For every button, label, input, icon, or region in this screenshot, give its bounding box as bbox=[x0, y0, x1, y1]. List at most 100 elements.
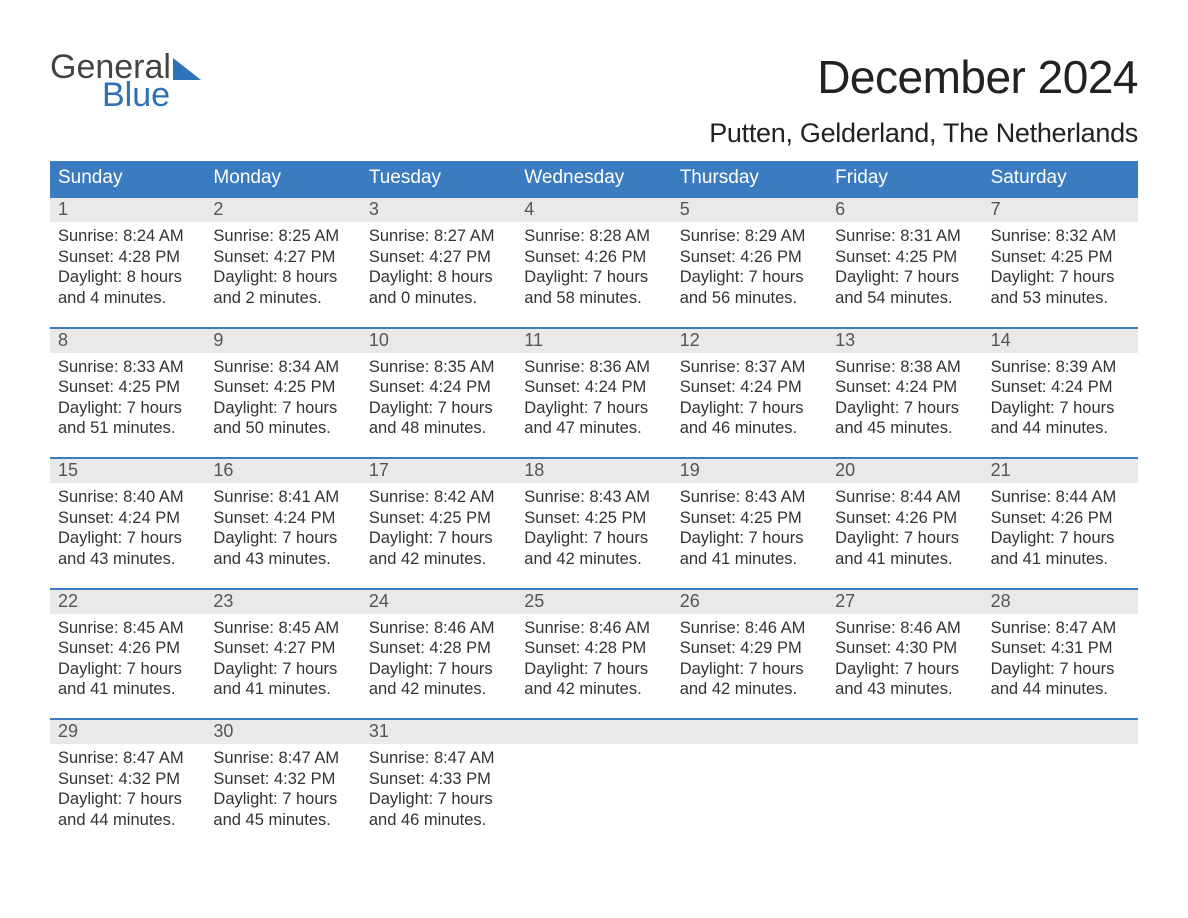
day-number-row: 1234567 bbox=[50, 198, 1138, 222]
day-cell bbox=[983, 744, 1138, 831]
daylight-text: Daylight: 7 hours bbox=[524, 398, 663, 419]
day-number: 31 bbox=[361, 720, 516, 744]
daylight-text: and 44 minutes. bbox=[58, 810, 197, 831]
sunrise-text: Sunrise: 8:46 AM bbox=[369, 618, 508, 639]
sunset-text: Sunset: 4:25 PM bbox=[58, 377, 197, 398]
day-number: 27 bbox=[827, 590, 982, 614]
sunset-text: Sunset: 4:32 PM bbox=[58, 769, 197, 790]
sunrise-text: Sunrise: 8:32 AM bbox=[991, 226, 1130, 247]
sunrise-text: Sunrise: 8:36 AM bbox=[524, 357, 663, 378]
daylight-text: Daylight: 7 hours bbox=[369, 528, 508, 549]
daylight-text: and 47 minutes. bbox=[524, 418, 663, 439]
day-number: 14 bbox=[983, 329, 1138, 353]
daylight-text: and 42 minutes. bbox=[680, 679, 819, 700]
sunrise-text: Sunrise: 8:46 AM bbox=[680, 618, 819, 639]
calendar-week: 15161718192021Sunrise: 8:40 AMSunset: 4:… bbox=[50, 457, 1138, 570]
day-cell: Sunrise: 8:43 AMSunset: 4:25 PMDaylight:… bbox=[516, 483, 671, 570]
sunrise-text: Sunrise: 8:44 AM bbox=[835, 487, 974, 508]
calendar-week: 293031Sunrise: 8:47 AMSunset: 4:32 PMDay… bbox=[50, 718, 1138, 831]
day-number: 10 bbox=[361, 329, 516, 353]
day-cell: Sunrise: 8:29 AMSunset: 4:26 PMDaylight:… bbox=[672, 222, 827, 309]
sunrise-text: Sunrise: 8:45 AM bbox=[58, 618, 197, 639]
daylight-text: Daylight: 8 hours bbox=[58, 267, 197, 288]
sunset-text: Sunset: 4:26 PM bbox=[991, 508, 1130, 529]
daylight-text: and 56 minutes. bbox=[680, 288, 819, 309]
day-number bbox=[827, 720, 982, 744]
page-title: December 2024 bbox=[709, 50, 1138, 104]
day-number: 13 bbox=[827, 329, 982, 353]
day-number: 23 bbox=[205, 590, 360, 614]
sunset-text: Sunset: 4:28 PM bbox=[369, 638, 508, 659]
daylight-text: and 44 minutes. bbox=[991, 418, 1130, 439]
day-number-row: 891011121314 bbox=[50, 329, 1138, 353]
day-number: 7 bbox=[983, 198, 1138, 222]
sunrise-text: Sunrise: 8:43 AM bbox=[680, 487, 819, 508]
daylight-text: Daylight: 7 hours bbox=[213, 789, 352, 810]
sunset-text: Sunset: 4:26 PM bbox=[58, 638, 197, 659]
brand-word-2: Blue bbox=[102, 78, 201, 112]
sunset-text: Sunset: 4:27 PM bbox=[213, 247, 352, 268]
sunrise-text: Sunrise: 8:33 AM bbox=[58, 357, 197, 378]
daylight-text: and 53 minutes. bbox=[991, 288, 1130, 309]
sunset-text: Sunset: 4:28 PM bbox=[524, 638, 663, 659]
calendar-week: 22232425262728Sunrise: 8:45 AMSunset: 4:… bbox=[50, 588, 1138, 701]
day-cell: Sunrise: 8:35 AMSunset: 4:24 PMDaylight:… bbox=[361, 353, 516, 440]
sunset-text: Sunset: 4:27 PM bbox=[213, 638, 352, 659]
daylight-text: Daylight: 7 hours bbox=[835, 267, 974, 288]
sunset-text: Sunset: 4:27 PM bbox=[369, 247, 508, 268]
day-cell: Sunrise: 8:37 AMSunset: 4:24 PMDaylight:… bbox=[672, 353, 827, 440]
day-cell: Sunrise: 8:43 AMSunset: 4:25 PMDaylight:… bbox=[672, 483, 827, 570]
day-cell: Sunrise: 8:36 AMSunset: 4:24 PMDaylight:… bbox=[516, 353, 671, 440]
daylight-text: Daylight: 7 hours bbox=[369, 659, 508, 680]
day-number: 22 bbox=[50, 590, 205, 614]
weekday-header: Tuesday bbox=[361, 161, 516, 196]
day-cell: Sunrise: 8:46 AMSunset: 4:28 PMDaylight:… bbox=[516, 614, 671, 701]
sunset-text: Sunset: 4:28 PM bbox=[58, 247, 197, 268]
sunset-text: Sunset: 4:25 PM bbox=[991, 247, 1130, 268]
sunset-text: Sunset: 4:25 PM bbox=[369, 508, 508, 529]
location-subtitle: Putten, Gelderland, The Netherlands bbox=[709, 118, 1138, 149]
daylight-text: and 46 minutes. bbox=[680, 418, 819, 439]
header: General Blue December 2024 Putten, Gelde… bbox=[50, 50, 1138, 149]
daylight-text: Daylight: 7 hours bbox=[680, 398, 819, 419]
sunset-text: Sunset: 4:24 PM bbox=[524, 377, 663, 398]
day-cell: Sunrise: 8:46 AMSunset: 4:29 PMDaylight:… bbox=[672, 614, 827, 701]
daylight-text: Daylight: 8 hours bbox=[369, 267, 508, 288]
daylight-text: and 41 minutes. bbox=[991, 549, 1130, 570]
day-cell: Sunrise: 8:33 AMSunset: 4:25 PMDaylight:… bbox=[50, 353, 205, 440]
sunset-text: Sunset: 4:30 PM bbox=[835, 638, 974, 659]
daylight-text: and 42 minutes. bbox=[369, 549, 508, 570]
day-cell bbox=[672, 744, 827, 831]
day-number-row: 293031 bbox=[50, 720, 1138, 744]
day-cell: Sunrise: 8:47 AMSunset: 4:33 PMDaylight:… bbox=[361, 744, 516, 831]
day-number: 4 bbox=[516, 198, 671, 222]
weekday-header: Thursday bbox=[672, 161, 827, 196]
daylight-text: Daylight: 7 hours bbox=[835, 659, 974, 680]
sunset-text: Sunset: 4:24 PM bbox=[835, 377, 974, 398]
daylight-text: and 41 minutes. bbox=[680, 549, 819, 570]
daylight-text: and 42 minutes. bbox=[524, 549, 663, 570]
daylight-text: Daylight: 7 hours bbox=[369, 789, 508, 810]
day-number: 26 bbox=[672, 590, 827, 614]
day-cell: Sunrise: 8:28 AMSunset: 4:26 PMDaylight:… bbox=[516, 222, 671, 309]
day-cell: Sunrise: 8:44 AMSunset: 4:26 PMDaylight:… bbox=[827, 483, 982, 570]
daylight-text: Daylight: 7 hours bbox=[524, 528, 663, 549]
daylight-text: Daylight: 7 hours bbox=[835, 398, 974, 419]
daylight-text: Daylight: 7 hours bbox=[991, 659, 1130, 680]
daylight-text: Daylight: 7 hours bbox=[58, 398, 197, 419]
day-number: 11 bbox=[516, 329, 671, 353]
daylight-text: Daylight: 7 hours bbox=[369, 398, 508, 419]
sunrise-text: Sunrise: 8:46 AM bbox=[524, 618, 663, 639]
daylight-text: Daylight: 7 hours bbox=[680, 659, 819, 680]
daylight-text: and 43 minutes. bbox=[213, 549, 352, 570]
sunrise-text: Sunrise: 8:47 AM bbox=[991, 618, 1130, 639]
day-cell: Sunrise: 8:47 AMSunset: 4:32 PMDaylight:… bbox=[205, 744, 360, 831]
day-cell: Sunrise: 8:34 AMSunset: 4:25 PMDaylight:… bbox=[205, 353, 360, 440]
day-cell: Sunrise: 8:46 AMSunset: 4:28 PMDaylight:… bbox=[361, 614, 516, 701]
brand-logo: General Blue bbox=[50, 50, 201, 112]
day-cell: Sunrise: 8:24 AMSunset: 4:28 PMDaylight:… bbox=[50, 222, 205, 309]
day-number: 2 bbox=[205, 198, 360, 222]
daylight-text: Daylight: 7 hours bbox=[680, 267, 819, 288]
sunrise-text: Sunrise: 8:39 AM bbox=[991, 357, 1130, 378]
day-number: 17 bbox=[361, 459, 516, 483]
